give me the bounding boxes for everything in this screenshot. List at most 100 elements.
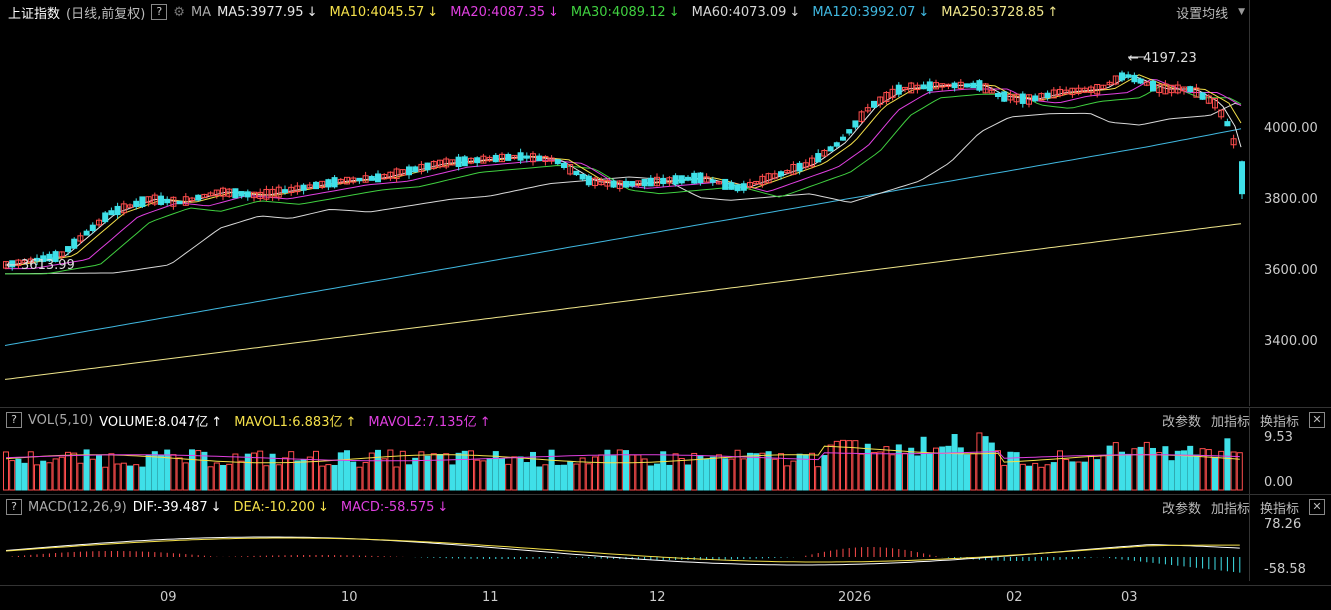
candle-body: [201, 193, 208, 199]
candle-body: [840, 136, 846, 141]
macd-ytick-bottom: -58.58: [1264, 562, 1306, 577]
candle-body: [480, 155, 487, 164]
candle-body: [1088, 86, 1094, 93]
volume-bar: [623, 450, 629, 491]
close-icon[interactable]: ✕: [1309, 412, 1325, 428]
volume-bar: [325, 464, 332, 491]
edit-params-button[interactable]: 改参数: [1161, 501, 1201, 517]
volume-bar: [554, 464, 561, 491]
candle-body: [269, 188, 276, 198]
xaxis-label: 02: [1006, 590, 1023, 605]
ma-settings[interactable]: 设置均线 ▼: [1176, 0, 1245, 24]
volume-bar: [542, 464, 549, 491]
close-icon[interactable]: ✕: [1309, 499, 1325, 515]
candle-body: [747, 182, 753, 188]
gear-icon[interactable]: ⚙: [173, 4, 185, 20]
volume-bar: [585, 463, 592, 491]
switch-indicator-button[interactable]: 换指标: [1259, 414, 1299, 430]
candle-body: [554, 159, 561, 165]
candle-body: [1044, 92, 1051, 99]
volume-bar: [567, 461, 574, 491]
ma-label: MA: [190, 4, 212, 20]
candle-body: [1125, 74, 1132, 78]
candle-body: [908, 82, 915, 94]
candle-body: [833, 142, 840, 147]
candle-body: [139, 196, 146, 207]
volume-bar: [1143, 441, 1150, 491]
chart-mode: (日线,前复权): [66, 6, 146, 22]
candle-body: [778, 171, 784, 177]
price-ytick-3400: 3400.00: [1264, 334, 1318, 349]
volume-bar: [1069, 461, 1076, 491]
volume-bar: [1094, 459, 1101, 491]
price-chart[interactable]: ← 4197.23 ← 3613.99: [0, 0, 1249, 406]
candle-body: [784, 170, 791, 174]
volume-bar: [15, 458, 22, 491]
volume-bar: [734, 449, 741, 491]
candle-body: [1038, 93, 1045, 101]
macd-chart[interactable]: [0, 495, 1249, 581]
volume-bar: [114, 463, 121, 491]
edit-params-button[interactable]: 改参数: [1161, 414, 1201, 430]
candle-body: [133, 200, 140, 208]
mavol1-line: [5, 445, 1240, 464]
volume-bar: [1199, 448, 1206, 491]
volume-chart[interactable]: [0, 408, 1249, 494]
add-indicator-button[interactable]: 加指标: [1210, 501, 1250, 517]
vol-ytick-top: 9.53: [1264, 430, 1293, 445]
help-button[interactable]: ?: [151, 4, 168, 20]
candle-body: [945, 83, 952, 87]
volume-help-button[interactable]: ?: [6, 412, 22, 428]
volume-bar: [790, 460, 797, 491]
candle-body: [734, 184, 741, 192]
candle-body: [362, 175, 369, 183]
price-pane[interactable]: 上证指数 (日线,前复权) ? ⚙ MA MA5:3977.95 ↓ MA10:4…: [0, 0, 1331, 406]
volume-bar: [195, 450, 202, 491]
candle-body: [288, 186, 295, 194]
volume-bar: [220, 464, 226, 491]
candle-body: [790, 163, 797, 175]
volume-bar: [933, 447, 939, 491]
candle-body: [883, 92, 890, 102]
candle-body: [263, 188, 270, 200]
candle-body: [939, 83, 946, 88]
candle-body: [995, 92, 1001, 97]
xaxis-label: 03: [1121, 590, 1138, 605]
volume-bar: [344, 450, 350, 491]
volume-bar: [1019, 463, 1026, 491]
candle-body: [492, 154, 499, 163]
volume-bar: [164, 449, 171, 491]
macd-help-button[interactable]: ?: [6, 499, 22, 515]
macd-pane[interactable]: ? MACD(12,26,9) DIF:-39.487 ↓ DEA:-10.200…: [0, 495, 1331, 581]
switch-indicator-button[interactable]: 换指标: [1259, 501, 1299, 517]
volume-bar: [443, 453, 450, 491]
candle-body: [27, 258, 34, 263]
volume-bar: [1224, 438, 1231, 491]
ma250-value: MA250:3728.85 ↑: [941, 4, 1059, 20]
volume-bar: [381, 458, 388, 491]
volume-bar: [970, 453, 977, 491]
candle-body: [759, 175, 766, 185]
candle-body: [344, 176, 350, 185]
candle-body: [127, 204, 133, 208]
candle-body: [170, 196, 177, 207]
volume-bar: [561, 464, 567, 491]
candle-body: [821, 149, 828, 157]
volume-bar: [629, 454, 636, 491]
volume-bar: [616, 449, 623, 491]
divider: [0, 494, 1331, 495]
candle-body: [77, 235, 84, 242]
volume-bar: [331, 464, 338, 491]
volume-bar: [368, 452, 375, 491]
candle-body: [654, 176, 660, 187]
volume-bar: [238, 460, 245, 491]
ma-settings-label[interactable]: 设置均线: [1176, 6, 1229, 22]
volume-bar: [833, 440, 840, 491]
add-indicator-button[interactable]: 加指标: [1210, 414, 1250, 430]
volume-pane[interactable]: ? VOL(5,10) VOLUME:8.047亿 ↑ MAVOL1:6.883亿…: [0, 408, 1331, 494]
dropdown-icon[interactable]: ▼: [1238, 7, 1245, 17]
candle-body: [393, 168, 400, 180]
candle-body: [145, 196, 152, 203]
candle-body: [610, 180, 617, 188]
candle-body: [1069, 87, 1076, 96]
